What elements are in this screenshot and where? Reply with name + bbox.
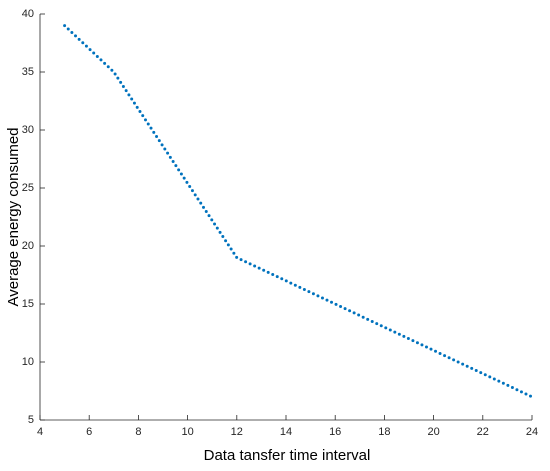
y-tick-label: 25 [22, 182, 34, 194]
x-axis-title: Data tansfer time interval [204, 447, 371, 464]
y-tick-label: 40 [22, 8, 34, 20]
y-tick-label: 15 [22, 298, 34, 310]
x-tick-label: 4 [37, 426, 43, 438]
x-tick-label: 6 [86, 426, 92, 438]
y-tick-label: 35 [22, 66, 34, 78]
x-tick-label: 16 [329, 426, 341, 438]
x-tick-label: 22 [477, 426, 489, 438]
x-tick-label: 14 [280, 426, 292, 438]
x-tick-label: 18 [378, 426, 390, 438]
y-tick-label: 5 [28, 414, 34, 426]
y-tick-label: 10 [22, 356, 34, 368]
x-tick-label: 8 [135, 426, 141, 438]
y-tick-label: 20 [22, 240, 34, 252]
data-line [63, 24, 534, 399]
x-tick-label: 20 [427, 426, 439, 438]
x-tick-label: 24 [526, 426, 538, 438]
x-tick-label: 10 [181, 426, 193, 438]
x-tick-label: 12 [231, 426, 243, 438]
y-tick-label: 30 [22, 124, 34, 136]
y-axis-title: Average energy consumed [5, 127, 22, 306]
